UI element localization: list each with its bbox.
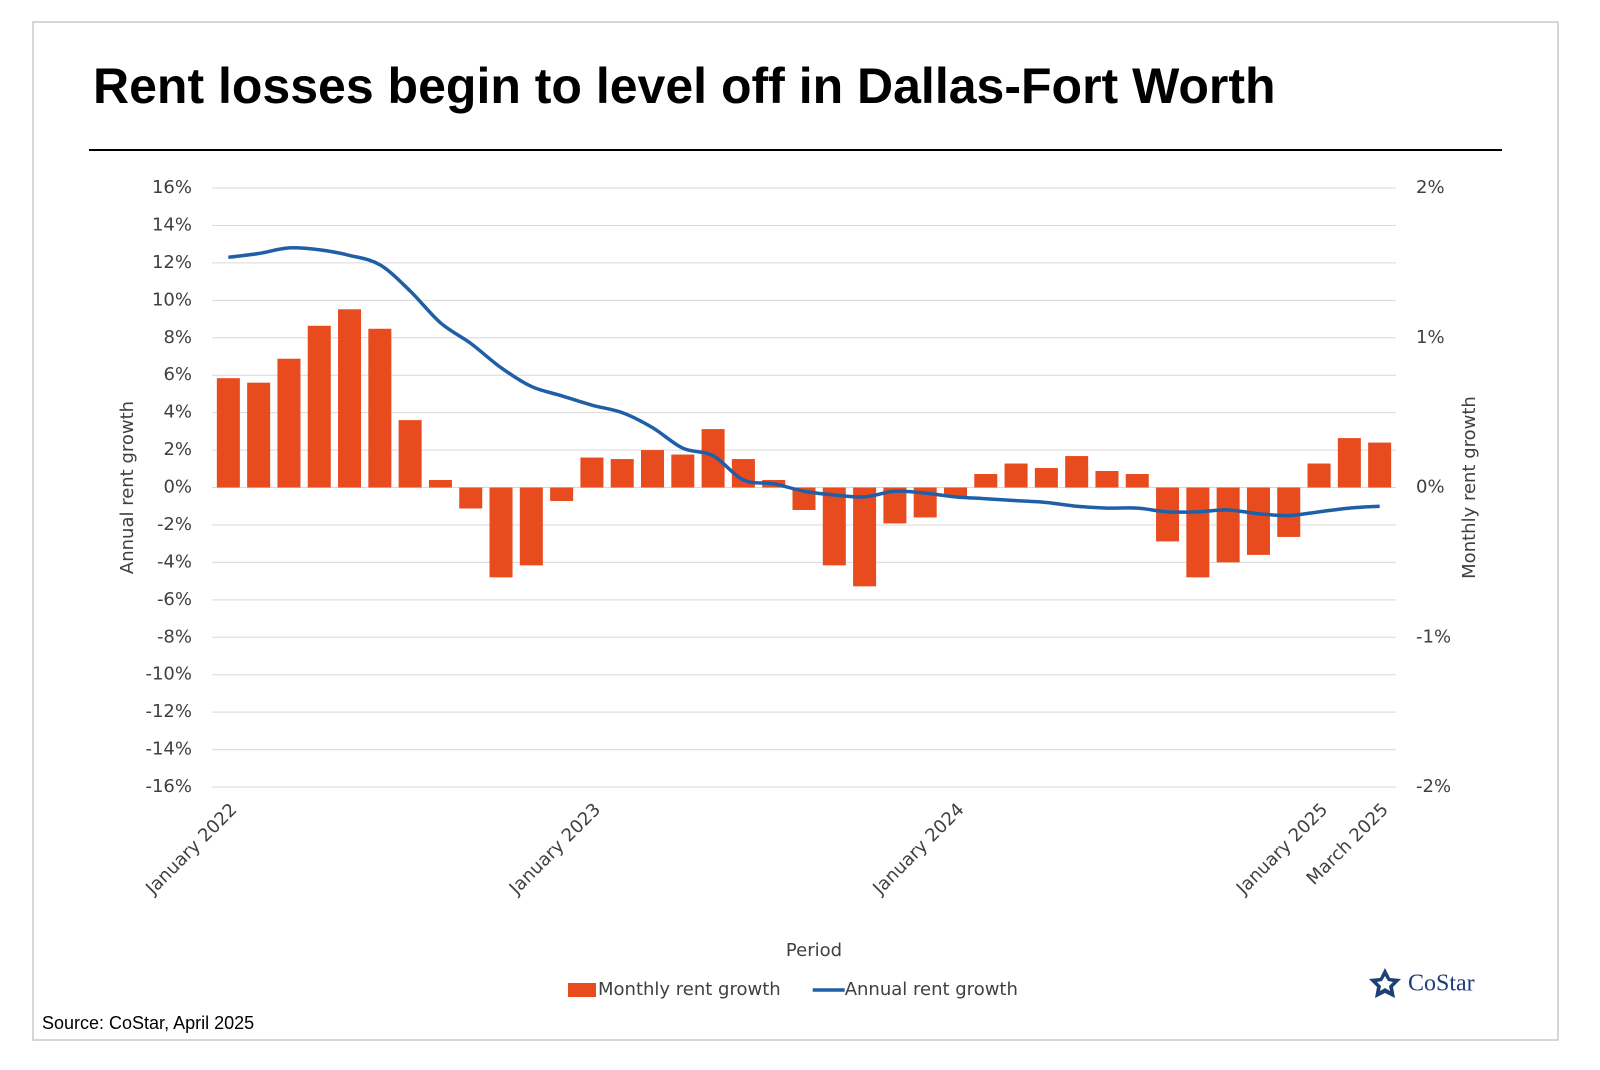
bar (1216, 487, 1240, 563)
y-tick-label: -8% (157, 626, 192, 647)
bar (641, 450, 665, 488)
y2-tick-label: 0% (1416, 477, 1445, 498)
bar (701, 429, 725, 488)
bar (338, 309, 362, 488)
legend-label: Monthly rent growth (598, 979, 781, 1000)
y-axis-title: Annual rent growth (117, 401, 138, 574)
legend-swatch (568, 983, 596, 997)
bar (1034, 468, 1058, 488)
bar (883, 487, 907, 524)
y2-axis-title: Monthly rent growth (1459, 396, 1480, 579)
y-tick-label: 14% (152, 214, 192, 235)
bar (1337, 438, 1361, 488)
y-tick-label: -6% (157, 589, 192, 610)
frame (32, 21, 1559, 1041)
y-tick-label: -2% (157, 514, 192, 535)
y-tick-label: 4% (163, 402, 192, 423)
y-tick-label: 8% (163, 327, 192, 348)
y2-tick-label: 1% (1416, 327, 1445, 348)
bar (1246, 487, 1270, 555)
y2-tick-label: -2% (1416, 776, 1451, 797)
bar (853, 487, 877, 587)
bar (671, 454, 695, 488)
y-tick-label: -14% (145, 739, 192, 760)
y-tick-label: 12% (152, 252, 192, 273)
bar (398, 420, 422, 488)
bar (216, 378, 240, 488)
line (228, 246, 1380, 518)
bar (1004, 463, 1028, 488)
bar (1186, 487, 1210, 578)
y-tick-label: -12% (145, 701, 192, 722)
bar (550, 487, 574, 501)
bar (943, 487, 967, 497)
bar (368, 328, 392, 488)
bar (1368, 442, 1392, 488)
bar (428, 480, 452, 488)
logo: CoStar (1369, 968, 1475, 998)
bar (277, 358, 301, 488)
bar (459, 487, 483, 509)
y2-tick-label: -1% (1416, 626, 1451, 647)
bar (1307, 463, 1331, 488)
bar (1156, 487, 1180, 542)
legend-label: Annual rent growth (845, 979, 1018, 1000)
logo-text: CoStar (1408, 971, 1475, 997)
x-axis-title: Period (786, 940, 842, 961)
y-tick-label: 16% (152, 177, 192, 198)
bar (489, 487, 513, 578)
source: Source: CoStar, April 2025 (42, 1013, 254, 1033)
y2-tick-label: 2% (1416, 177, 1445, 198)
bar (1065, 456, 1089, 488)
bar (822, 487, 846, 566)
bar (1277, 487, 1301, 537)
chart-title: Rent losses begin to level off in Dallas… (93, 58, 1276, 114)
bar (1125, 474, 1149, 488)
y-tick-label: 0% (163, 477, 192, 498)
y-tick-label: -4% (157, 551, 192, 572)
y-tick-label: 6% (163, 364, 192, 385)
y-tick-label: -10% (145, 664, 192, 685)
logo-star-inner (1377, 976, 1393, 991)
y-tick-label: 2% (163, 439, 192, 460)
bar (307, 325, 331, 488)
bar (519, 487, 543, 566)
bar (1095, 471, 1119, 488)
y-tick-label: -16% (145, 776, 192, 797)
y-tick-label: 10% (152, 289, 192, 310)
bar (580, 457, 604, 488)
bar (974, 474, 998, 488)
bar (247, 382, 271, 488)
bar (610, 459, 634, 488)
